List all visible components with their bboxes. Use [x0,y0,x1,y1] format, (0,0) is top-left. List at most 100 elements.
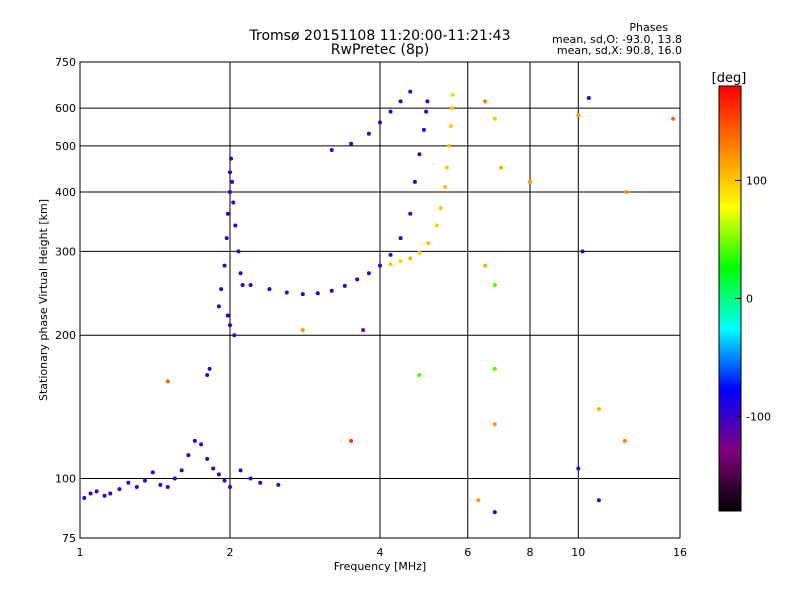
data-point [216,304,221,309]
data-point [444,165,449,170]
data-point [492,116,497,121]
data-point [219,287,224,292]
data-point [388,262,393,267]
chart-grid [79,61,681,539]
data-point [205,456,210,461]
data-point [205,373,210,378]
x-tick-label: 6 [464,546,471,559]
data-point [165,484,170,489]
data-point [499,165,504,170]
data-point [211,466,216,471]
data-point [108,491,113,496]
data-point [258,480,263,485]
data-point [216,472,221,477]
data-point [492,422,497,427]
data-point [231,200,236,205]
y-tick-label: 500 [55,140,76,153]
data-point [342,283,347,288]
data-point [158,482,163,487]
data-point [438,206,443,211]
data-point [450,92,455,97]
data-point [88,491,93,496]
data-point [117,487,122,492]
data-point [126,480,131,485]
x-tick-label: 1 [77,546,84,559]
data-point [228,484,232,489]
data-point [492,510,497,515]
x-tick-label: 2 [227,546,234,559]
data-point [300,292,305,297]
data-point [238,271,243,276]
data-point [224,236,229,241]
data-point [248,476,253,481]
data-point [229,156,234,161]
data-point [228,170,232,175]
data-point [417,250,422,255]
data-point [192,438,197,443]
data-point [94,489,99,494]
data-point [388,109,393,114]
y-tick-label: 750 [55,56,76,69]
data-point [236,249,241,254]
data-point [186,453,191,458]
data-point [421,127,426,132]
data-point [378,263,382,268]
data-point [442,184,447,189]
data-point [238,468,243,473]
data-point [248,283,253,288]
data-point [576,466,581,471]
data-point [150,470,155,475]
data-point [225,313,230,318]
data-point [408,89,413,94]
data-point [284,290,289,295]
data-point [586,96,591,101]
data-point [417,373,422,378]
data-point [476,498,481,503]
data-point [228,323,232,328]
data-point [82,496,87,501]
data-point [207,366,212,371]
chart-subtitle: RwPretec (8p) [330,42,430,58]
data-point [450,106,455,111]
y-tick-label: 200 [55,329,76,342]
data-point [349,141,354,146]
chart-title: Tromsø 20151108 11:20:00-11:21:43 [249,28,511,44]
data-point [388,252,393,257]
data-point [222,263,227,268]
data-point [165,379,170,384]
data-point [398,236,403,241]
data-point [492,366,497,371]
data-point [483,99,488,104]
data-point [622,438,627,443]
data-point [671,116,676,121]
phase-info-x-mode: mean, sd,X: 90.8, 16.0 [556,44,682,57]
data-point [624,189,629,194]
data-point [315,291,320,296]
data-point [199,442,204,447]
data-point [596,498,601,503]
phase-info-heading: Phases [629,21,668,34]
data-point [398,259,403,264]
data-point [528,179,532,184]
data-point [179,468,184,473]
data-point [492,283,497,288]
data-point [228,189,232,194]
data-point [329,147,334,152]
data-point [300,328,305,333]
colorbar-tick-label: 0 [746,293,753,306]
plot-frame [79,61,681,539]
colorbar-title: [deg] [712,71,747,86]
data-point [412,179,417,184]
data-point [276,482,281,487]
data-point [349,438,354,443]
data-point [230,179,235,184]
data-point [398,99,403,104]
x-tick-label: 10 [571,546,585,559]
data-point [446,143,451,148]
data-point [172,476,177,481]
x-axis-label: Frequency [MHz] [334,560,426,573]
y-tick-label: 100 [55,473,76,486]
data-point [580,249,585,254]
data-point [596,406,601,411]
data-point [366,131,371,136]
